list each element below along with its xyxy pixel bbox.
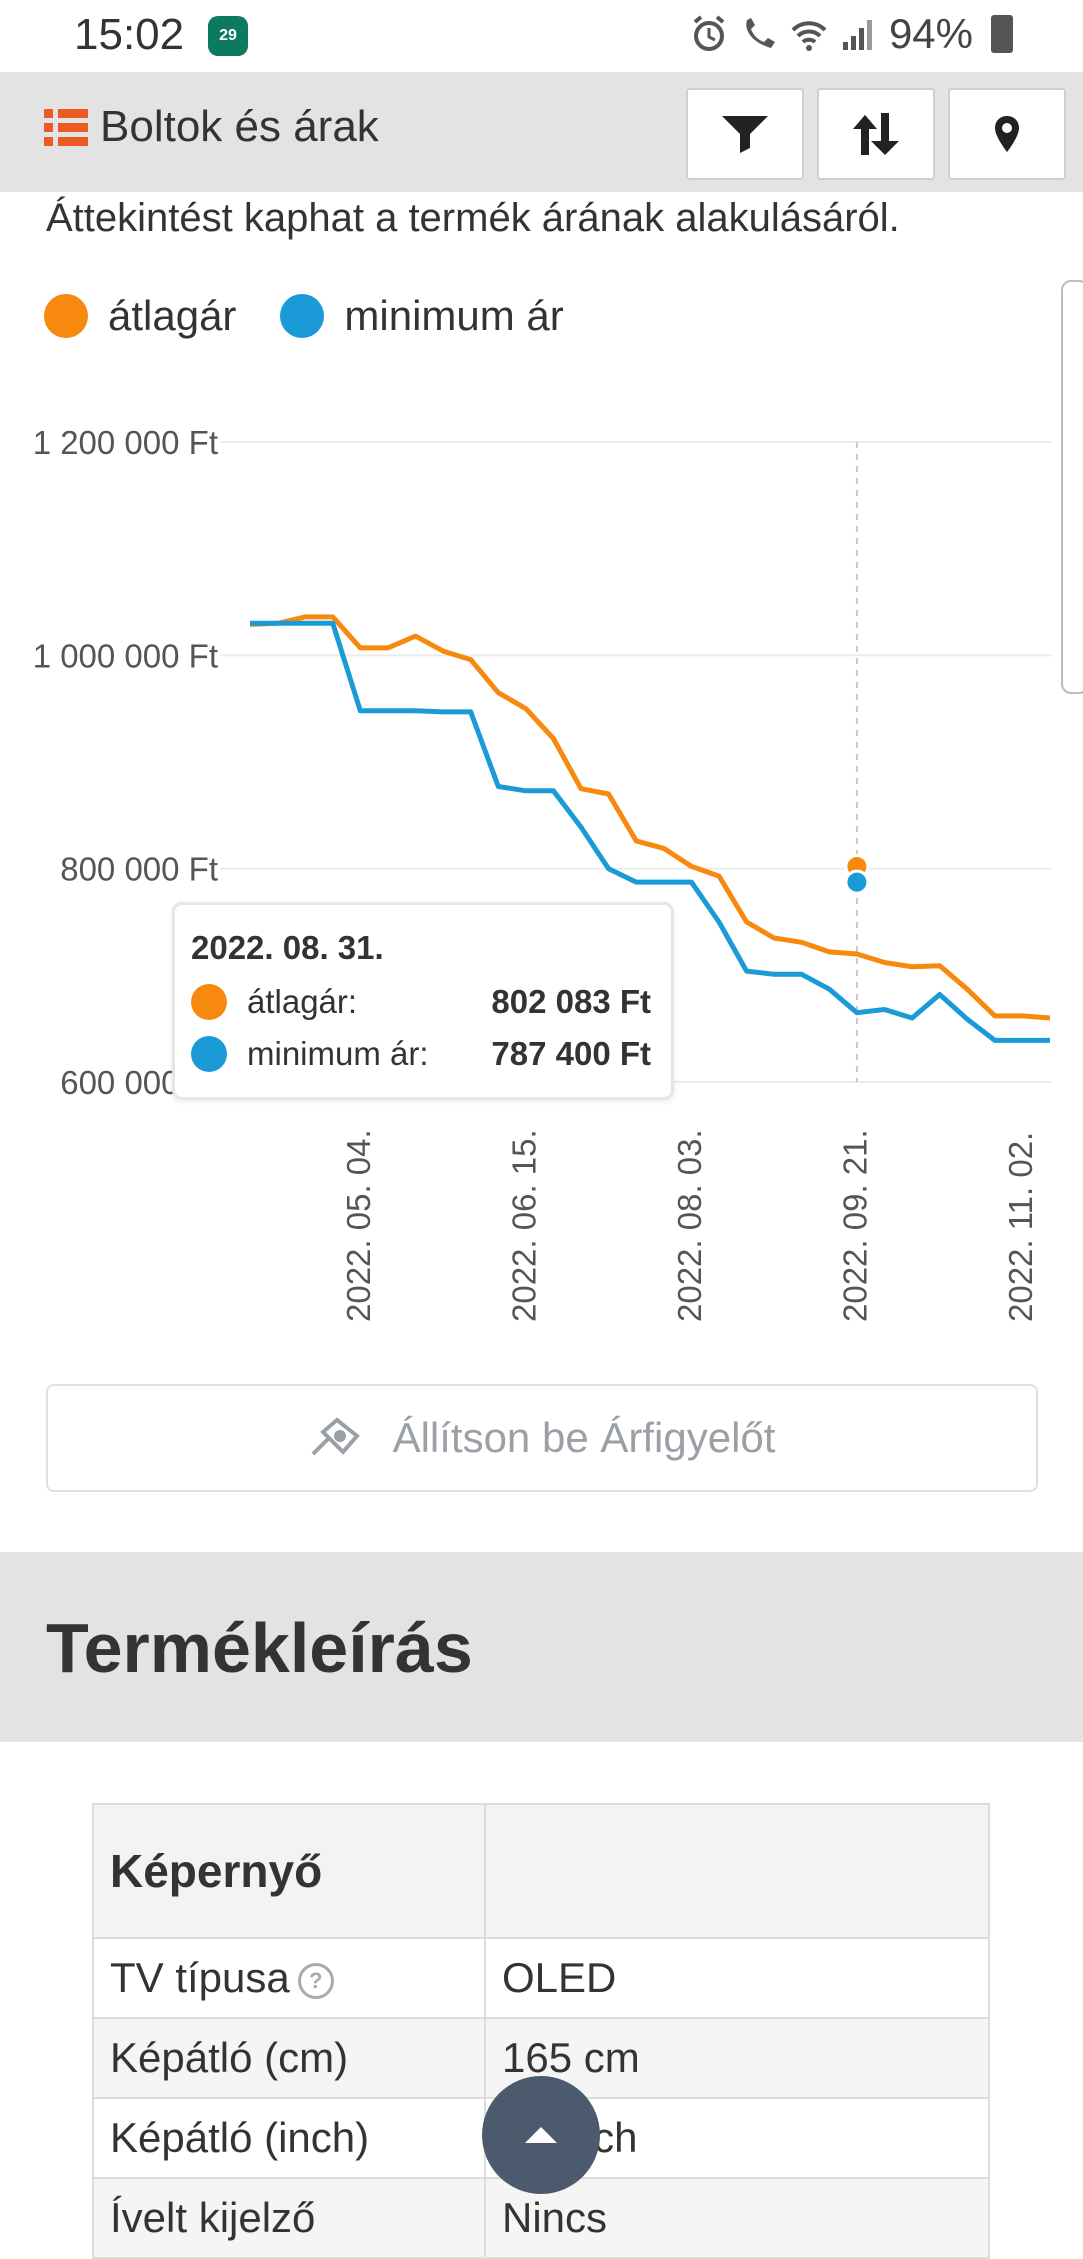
legend-item-avg[interactable]: átlagár: [44, 292, 236, 340]
y-tick-label: 1 000 000 Ft: [33, 637, 218, 674]
section-header: Termékleírás: [0, 1552, 1083, 1742]
spec-header-value: [484, 1803, 990, 1939]
spec-label-cell: TV típusa?: [92, 1937, 486, 2019]
y-tick-label: 1 200 000 Ft: [33, 424, 218, 461]
spec-header-label: Képernyő: [92, 1803, 486, 1939]
battery-percent: 94%: [888, 10, 973, 57]
legend-label-avg: átlagár: [108, 292, 237, 339]
spec-header-row: Képernyő: [92, 1803, 990, 1939]
series-line-avg: [249, 614, 1051, 1021]
sort-button[interactable]: [817, 88, 935, 180]
min-legend-dot: [280, 294, 325, 338]
sort-icon: [853, 113, 899, 155]
x-axis-labels: 2022. 05. 04. 2022. 06. 15. 2022. 08. 03. 2…: [340, 1129, 1039, 1322]
section-title: Termékleírás: [46, 1609, 473, 1687]
tooltip-date: 2022. 08. 31.: [191, 929, 384, 966]
chevron-up-icon: [525, 2127, 557, 2143]
signal-icon: [842, 20, 872, 50]
battery-icon: [991, 15, 1013, 53]
spec-label: Képátló (inch): [92, 2097, 486, 2179]
table-row: Képátló (cm) 165 cm: [92, 2017, 990, 2099]
calendar-icon: 29: [208, 16, 248, 56]
tooltip-min-value: 787 400 Ft: [491, 1035, 651, 1072]
side-scroll-handle[interactable]: [1061, 280, 1083, 694]
status-icons: 94%: [689, 10, 1013, 58]
price-alert-button[interactable]: Állítson be Árfigyelőt: [46, 1384, 1038, 1492]
x-tick-label: 2022. 05. 04.: [340, 1129, 377, 1322]
chart-intro-text: Áttekintést kaphat a termék árának alaku…: [46, 196, 900, 240]
list-icon: [44, 105, 88, 149]
spec-label: TV típusa: [110, 1954, 290, 2001]
x-tick-label: 2022. 06. 15.: [505, 1129, 542, 1322]
price-tag-eye-icon: [311, 1417, 360, 1456]
legend-label-min: minimum ár: [344, 292, 564, 339]
spec-value: 165 cm: [484, 2017, 990, 2099]
x-tick-label: 2022. 09. 21.: [836, 1129, 873, 1322]
location-icon: [995, 116, 1019, 152]
spec-label: Ívelt kijelző: [92, 2177, 486, 2259]
tooltip-avg-label: átlagár:: [247, 983, 358, 1020]
spec-value: OLED: [484, 1937, 990, 2019]
chart-tooltip: 2022. 08. 31. átlagár: 802 083 Ft minimu…: [172, 902, 674, 1100]
avg-dot-icon: [191, 984, 227, 1020]
series-line-min: [250, 620, 1050, 1043]
x-tick-label: 2022. 11. 02.: [1002, 1132, 1039, 1322]
status-bar: 15:02 29 94%: [0, 0, 1083, 72]
scroll-top-button[interactable]: [482, 2076, 600, 2194]
y-tick-label: 800 000 Ft: [60, 851, 218, 888]
price-alert-label: Állítson be Árfigyelőt: [392, 1414, 776, 1461]
status-time: 15:02: [74, 10, 185, 59]
tooltip-row-min: minimum ár: 787 400 Ft: [191, 1035, 651, 1073]
filter-button[interactable]: [686, 88, 804, 180]
legend-item-min[interactable]: minimum ár: [280, 292, 564, 340]
x-tick-label: 2022. 08. 03.: [671, 1129, 708, 1322]
alarm-icon: [693, 15, 725, 51]
tooltip-min-label: minimum ár:: [247, 1035, 429, 1072]
filter-icon: [722, 116, 768, 153]
tooltip-row-avg: átlagár: 802 083 Ft: [191, 983, 651, 1021]
location-button[interactable]: [948, 88, 1066, 180]
help-icon[interactable]: ?: [297, 1962, 334, 1999]
chart-grid: [220, 441, 1052, 1083]
app-toolbar: Boltok és árak: [0, 72, 1083, 192]
toolbar-title: Boltok és árak: [100, 102, 379, 151]
tooltip-avg-value: 802 083 Ft: [491, 983, 651, 1020]
toolbar-title-group[interactable]: Boltok és árak: [44, 102, 379, 152]
chart-legend: átlagár minimum ár: [44, 292, 608, 340]
min-hover-marker: [844, 869, 870, 895]
table-row: TV típusa? OLED: [92, 1937, 990, 2019]
avg-legend-dot: [44, 294, 88, 338]
min-dot-icon: [191, 1036, 227, 1072]
spec-label: Képátló (cm): [92, 2017, 486, 2099]
wifi-icon: [791, 21, 827, 51]
wifi-call-icon: [746, 18, 775, 48]
